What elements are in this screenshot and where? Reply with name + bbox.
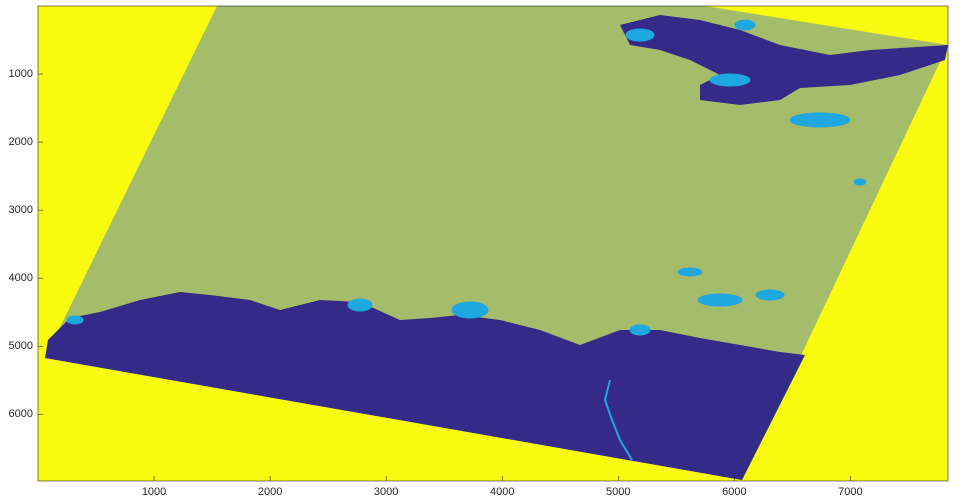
x-tick-label: 1000	[142, 486, 166, 498]
x-tick-label: 4000	[490, 486, 514, 498]
x-tick-label: 5000	[606, 486, 630, 498]
image	[38, 6, 948, 481]
x-tick-label: 3000	[374, 486, 398, 498]
page: {"chart_data": {"type": "image", "xlim":…	[0, 0, 960, 503]
x-tick-label: 6000	[722, 486, 746, 498]
x-tick-label: 2000	[258, 486, 282, 498]
chart: 1000 2000 3000 4000 5000 6000 7000 1000 2000 3000…	[0, 0, 960, 503]
y-tick-label: 1000	[9, 68, 33, 80]
y-tick-label: 4000	[9, 272, 33, 284]
y-tick-label: 6000	[9, 408, 33, 420]
y-tick-label: 5000	[9, 340, 33, 352]
y-tick-label: 2000	[9, 136, 33, 148]
x-tick-label: 7000	[838, 486, 862, 498]
y-tick-label: 3000	[9, 204, 33, 216]
